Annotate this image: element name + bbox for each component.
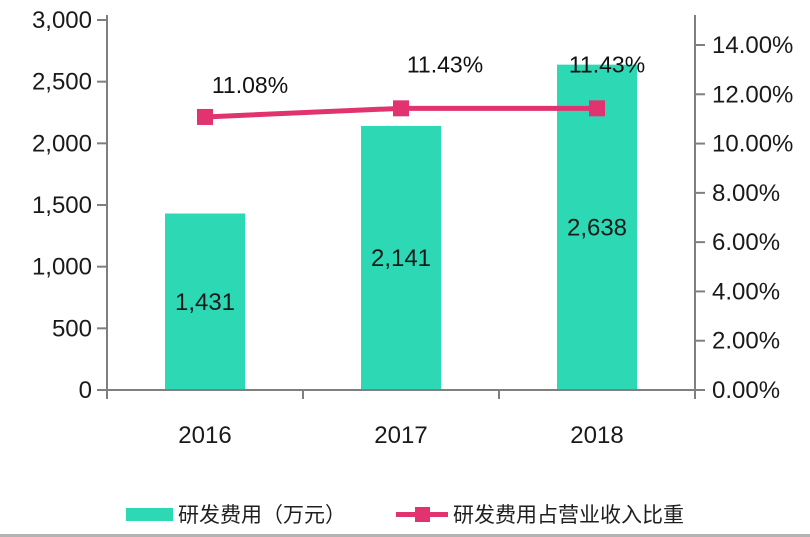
line-point-label: 11.43% xyxy=(569,51,645,77)
left-axis-tick-label: 2,500 xyxy=(32,69,92,96)
bar-value-label: 1,431 xyxy=(175,289,235,316)
right-axis-tick-label: 2.00% xyxy=(712,328,780,355)
right-axis-tick-label: 14.00% xyxy=(712,32,793,59)
line-marker-2017 xyxy=(393,100,409,117)
left-axis-tick-label: 2,000 xyxy=(32,130,92,157)
bar-value-label: 2,638 xyxy=(567,214,627,241)
bar-series-label: 研发费用（万元） xyxy=(178,504,346,527)
right-axis-tick-label: 0.00% xyxy=(712,377,780,404)
line-point-label: 11.43% xyxy=(407,51,483,77)
left-axis-tick-label: 1,000 xyxy=(32,254,92,281)
legend-item-line: 研发费用占营业收入比重 xyxy=(396,499,684,529)
left-axis-tick-label: 3,000 xyxy=(32,7,92,34)
bar-2018 xyxy=(557,64,637,390)
line-marker-2016 xyxy=(197,108,213,125)
bar-series-swatch-icon xyxy=(126,507,173,521)
right-axis-tick-label: 8.00% xyxy=(712,180,780,207)
x-axis-category-label: 2018 xyxy=(570,422,623,449)
x-axis-category-label: 2016 xyxy=(178,422,231,449)
right-axis-tick-label: 4.00% xyxy=(712,278,780,305)
bar-value-label: 2,141 xyxy=(371,245,431,272)
x-axis-category-label: 2017 xyxy=(374,422,427,449)
left-axis-tick-label: 0 xyxy=(79,377,92,404)
plot-svg: 1,431 2,141 2,638 0 500 1,000 1,500 2,000 2,500 3… xyxy=(32,7,793,449)
right-axis-tick-label: 6.00% xyxy=(712,229,780,256)
bar-2016 xyxy=(165,213,245,390)
line-point-label: 11.08% xyxy=(212,72,288,98)
legend: 研发费用（万元） 研发费用占营业收入比重 xyxy=(0,499,810,529)
legend-item-bar: 研发费用（万元） xyxy=(126,499,346,529)
bottom-divider xyxy=(0,534,810,537)
left-axis-tick-label: 1,500 xyxy=(32,192,92,219)
left-axis-tick-label: 500 xyxy=(52,315,92,342)
bar-2017 xyxy=(361,125,441,391)
right-axis-tick-label: 12.00% xyxy=(712,81,793,108)
right-axis-tick-label: 10.00% xyxy=(712,131,793,158)
line-series-label: 研发费用占营业收入比重 xyxy=(453,504,684,527)
line-series-swatch-icon xyxy=(396,506,448,522)
line-marker-2018 xyxy=(589,100,605,117)
